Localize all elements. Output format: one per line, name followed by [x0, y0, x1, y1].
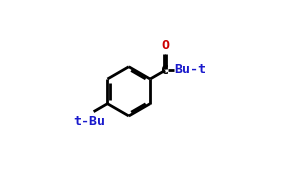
Text: t-Bu: t-Bu — [73, 115, 105, 128]
Text: C: C — [161, 64, 169, 77]
Text: O: O — [161, 39, 169, 52]
Text: Bu-t: Bu-t — [174, 63, 206, 76]
